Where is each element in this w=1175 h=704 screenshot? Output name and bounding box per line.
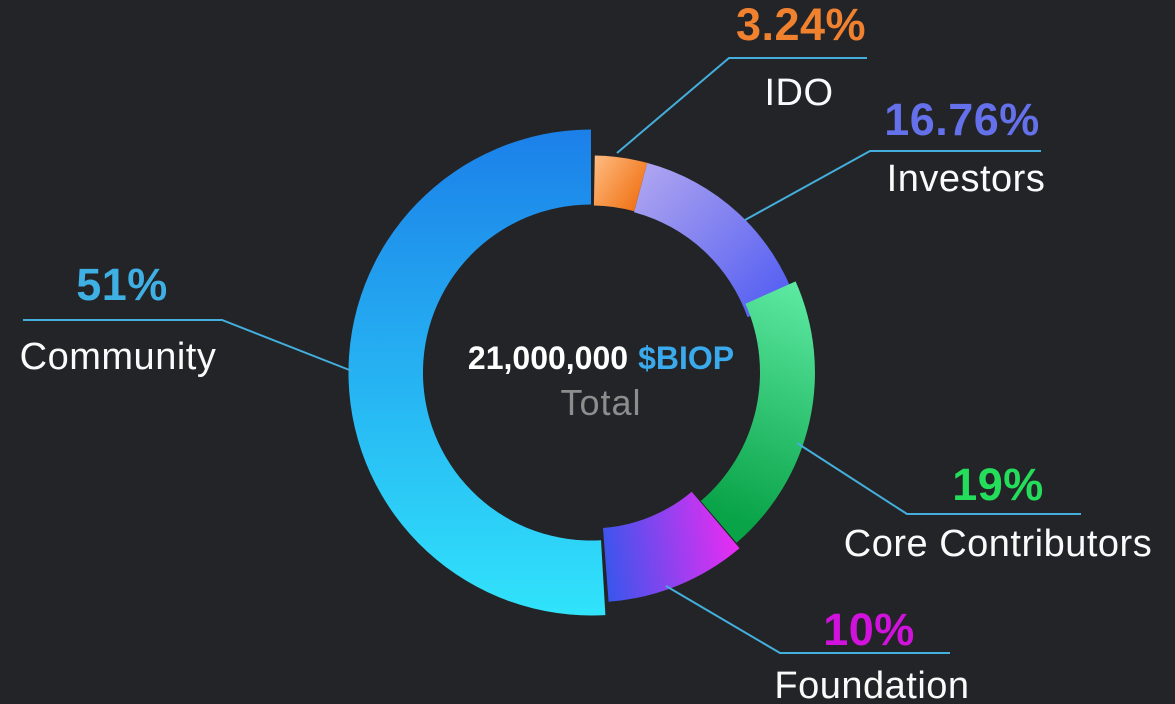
segment-ido[interactable] xyxy=(593,155,648,212)
leader-line-community xyxy=(23,319,353,372)
segment-community[interactable] xyxy=(348,129,606,616)
leader-line-investors xyxy=(744,150,1041,221)
label-investors-percent: 16.76% xyxy=(884,94,1040,145)
token-symbol: $BIOP xyxy=(638,340,735,376)
total-label: Total xyxy=(560,382,642,423)
label-community-percent: 51% xyxy=(76,259,168,310)
label-core-contributors-percent: 19% xyxy=(952,459,1044,510)
leader-line-core-contributors xyxy=(796,442,1081,515)
label-investors-name: Investors xyxy=(886,158,1046,200)
label-community-name: Community xyxy=(19,336,217,378)
label-foundation-name: Foundation xyxy=(774,665,970,704)
segment-foundation[interactable] xyxy=(603,491,740,602)
label-core-contributors-name: Core Contributors xyxy=(843,523,1153,565)
label-ido-percent: 3.24% xyxy=(735,0,867,50)
donut-center-label: 21,000,000 $BIOP Total xyxy=(431,340,771,422)
leader-line-foundation xyxy=(665,585,950,654)
leader-line-ido xyxy=(616,57,867,154)
segment-investors[interactable] xyxy=(634,162,796,318)
total-supply-value: 21,000,000 xyxy=(467,340,629,376)
total-supply-line: 21,000,000 $BIOP xyxy=(431,340,771,376)
label-foundation-percent: 10% xyxy=(823,604,915,655)
segment-core-contributors[interactable] xyxy=(700,281,815,543)
label-ido-name: IDO xyxy=(764,72,834,114)
